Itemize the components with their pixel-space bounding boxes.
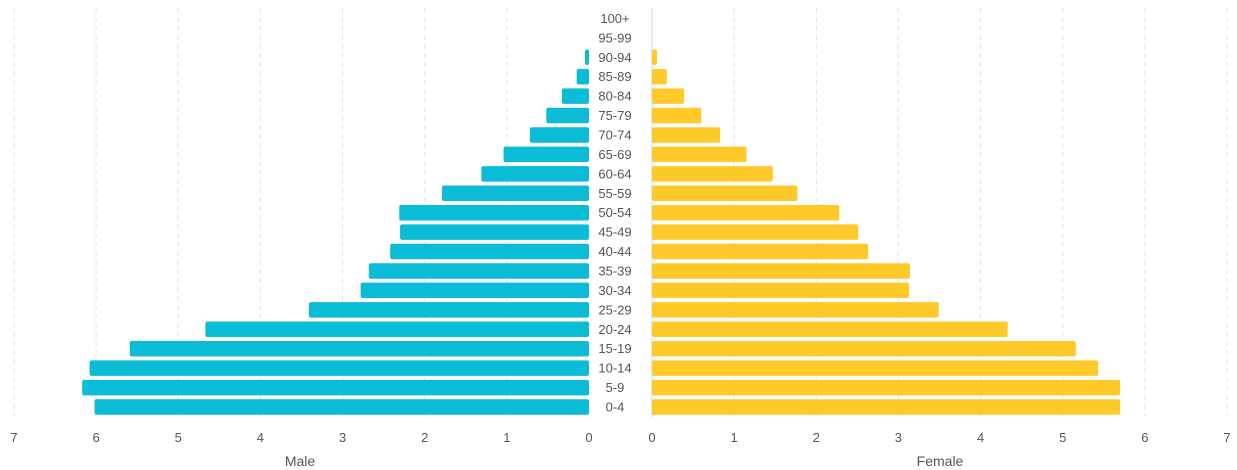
tick-labels-layer: 0 0 1 1 2 2 3 3 4 4 5 5 6 6 7 7 <box>10 430 1230 445</box>
male-tick-label: 5 <box>175 430 182 445</box>
male-bar <box>481 166 589 182</box>
female-bar <box>652 282 910 299</box>
male-bar <box>503 146 589 163</box>
male-tick-label: 2 <box>421 430 428 445</box>
male-bar <box>576 68 589 85</box>
female-bar <box>652 243 869 260</box>
male-bar <box>400 224 589 240</box>
male-bar <box>529 127 589 143</box>
age-group-label: 5-9 <box>606 380 625 395</box>
age-group-label: 100+ <box>600 11 629 26</box>
age-group-label: 10-14 <box>598 361 631 376</box>
male-bar <box>94 399 589 415</box>
female-bar <box>652 204 840 221</box>
age-group-label: 0-4 <box>606 400 625 415</box>
male-tick-label: 4 <box>257 430 264 445</box>
age-group-label: 55-59 <box>598 186 631 201</box>
female-tick-label: 4 <box>977 430 984 445</box>
female-bar <box>652 68 667 85</box>
female-tick-label: 2 <box>813 430 820 445</box>
bars-layer <box>82 49 1121 415</box>
female-tick-label: 3 <box>895 430 902 445</box>
female-bar <box>652 302 939 318</box>
female-tick-label: 0 <box>648 430 655 445</box>
female-tick-label: 6 <box>1141 430 1148 445</box>
male-bar <box>89 360 590 376</box>
age-group-label: 70-74 <box>598 127 631 142</box>
male-bar <box>205 321 589 338</box>
age-group-label: 65-69 <box>598 147 631 162</box>
age-group-label: 60-64 <box>598 166 631 181</box>
female-bar <box>652 321 1008 338</box>
male-bar <box>561 88 589 104</box>
female-bar <box>652 127 721 143</box>
age-group-label: 25-29 <box>598 302 631 317</box>
male-axis-title: Male <box>285 453 316 469</box>
female-axis-title: Female <box>917 453 964 469</box>
age-group-label: 40-44 <box>598 244 631 259</box>
age-group-label: 50-54 <box>598 205 631 220</box>
male-bar <box>308 302 589 318</box>
male-bar <box>441 185 589 202</box>
age-group-label: 75-79 <box>598 108 631 123</box>
male-bar <box>390 243 589 260</box>
age-group-label: 80-84 <box>598 89 631 104</box>
male-bar <box>546 107 589 124</box>
female-bar <box>652 399 1121 415</box>
age-group-label: 95-99 <box>598 30 631 45</box>
male-tick-label: 6 <box>93 430 100 445</box>
female-bar <box>652 185 798 202</box>
female-bar <box>652 360 1099 376</box>
male-bar <box>399 204 589 221</box>
age-group-label: 15-19 <box>598 341 631 356</box>
male-bar <box>360 282 589 299</box>
female-bar <box>652 107 702 124</box>
male-tick-label: 3 <box>339 430 346 445</box>
female-bar <box>652 88 685 104</box>
female-tick-label: 7 <box>1223 430 1230 445</box>
male-tick-label: 1 <box>503 430 510 445</box>
age-group-label: 30-34 <box>598 283 631 298</box>
male-bar <box>129 340 590 357</box>
male-tick-label: 7 <box>10 430 17 445</box>
female-bar <box>652 263 910 279</box>
male-tick-label: 0 <box>585 430 592 445</box>
male-bar <box>584 49 589 66</box>
male-bar <box>368 263 589 279</box>
female-bar <box>652 146 747 163</box>
female-bar <box>652 166 773 182</box>
age-group-label: 85-89 <box>598 69 631 84</box>
age-group-label: 90-94 <box>598 50 631 65</box>
age-group-label: 35-39 <box>598 263 631 278</box>
male-bar <box>82 379 589 396</box>
female-bar <box>652 49 657 66</box>
female-tick-label: 1 <box>731 430 738 445</box>
age-group-label: 45-49 <box>598 225 631 240</box>
age-group-label: 20-24 <box>598 322 631 337</box>
female-bar <box>652 224 859 240</box>
female-bar <box>652 379 1121 396</box>
female-tick-label: 5 <box>1059 430 1066 445</box>
age-labels-layer: 0-4 5-9 10-14 15-19 20-24 25-29 30-34 35-39 40-4… <box>598 11 631 415</box>
female-bar <box>652 340 1076 357</box>
